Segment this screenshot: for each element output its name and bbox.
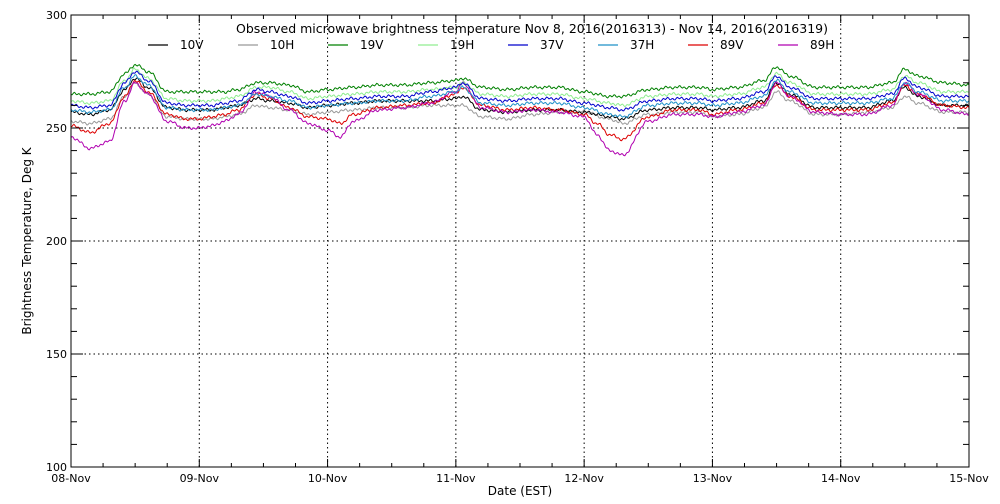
x-tick-label-14-Nov: 14-Nov bbox=[821, 472, 861, 485]
legend-label-37V: 37V bbox=[540, 38, 564, 52]
axis-ticks bbox=[70, 14, 970, 468]
tick-labels: 100 150 200 250 300 08-Nov 09-Nov 10-Nov 11-Nov 1… bbox=[46, 9, 989, 485]
x-tick-label-12-Nov: 12-Nov bbox=[564, 472, 604, 485]
legend-label-19H: 19H bbox=[450, 38, 474, 52]
grid-lines bbox=[71, 15, 969, 467]
x-tick-label-09-Nov: 09-Nov bbox=[180, 472, 220, 485]
y-tick-label: 150 bbox=[46, 348, 67, 361]
legend-label-19V: 19V bbox=[360, 38, 384, 52]
x-tick-label-10-Nov: 10-Nov bbox=[308, 472, 348, 485]
x-tick-label-08-Nov: 08-Nov bbox=[51, 472, 91, 485]
series-line-89H bbox=[70, 80, 970, 157]
legend-label-10H: 10H bbox=[270, 38, 294, 52]
y-tick-label: 250 bbox=[46, 122, 67, 135]
series-line-19H bbox=[70, 67, 970, 108]
x-axis-label: Date (EST) bbox=[488, 484, 552, 498]
plot-frame bbox=[70, 14, 970, 468]
y-tick-label: 200 bbox=[46, 235, 67, 248]
series-line-37V bbox=[70, 70, 970, 112]
series-line-10H bbox=[70, 81, 970, 126]
series-lines bbox=[70, 63, 970, 157]
y-axis-label: Brightness Temperature, Deg K bbox=[20, 146, 34, 334]
x-tick-label-13-Nov: 13-Nov bbox=[693, 472, 733, 485]
x-tick-label-11-Nov: 11-Nov bbox=[436, 472, 476, 485]
legend-label-10V: 10V bbox=[180, 38, 204, 52]
legend-label-89V: 89V bbox=[720, 38, 744, 52]
y-tick-label: 300 bbox=[46, 9, 67, 22]
legend-label-37H: 37H bbox=[630, 38, 654, 52]
series-line-19V bbox=[70, 63, 970, 99]
series-line-89V bbox=[70, 80, 970, 142]
x-tick-label-15-Nov: 15-Nov bbox=[949, 472, 989, 485]
series-line-37H bbox=[70, 74, 970, 119]
legend: 10V 10H 19V 19H 37V 37H 89V 89H bbox=[148, 38, 834, 52]
chart-title: Observed microwave brightness temperatur… bbox=[236, 21, 828, 36]
y-tick-label: 100 bbox=[46, 461, 67, 474]
legend-label-89H: 89H bbox=[810, 38, 834, 52]
series-line-10V bbox=[70, 77, 970, 121]
